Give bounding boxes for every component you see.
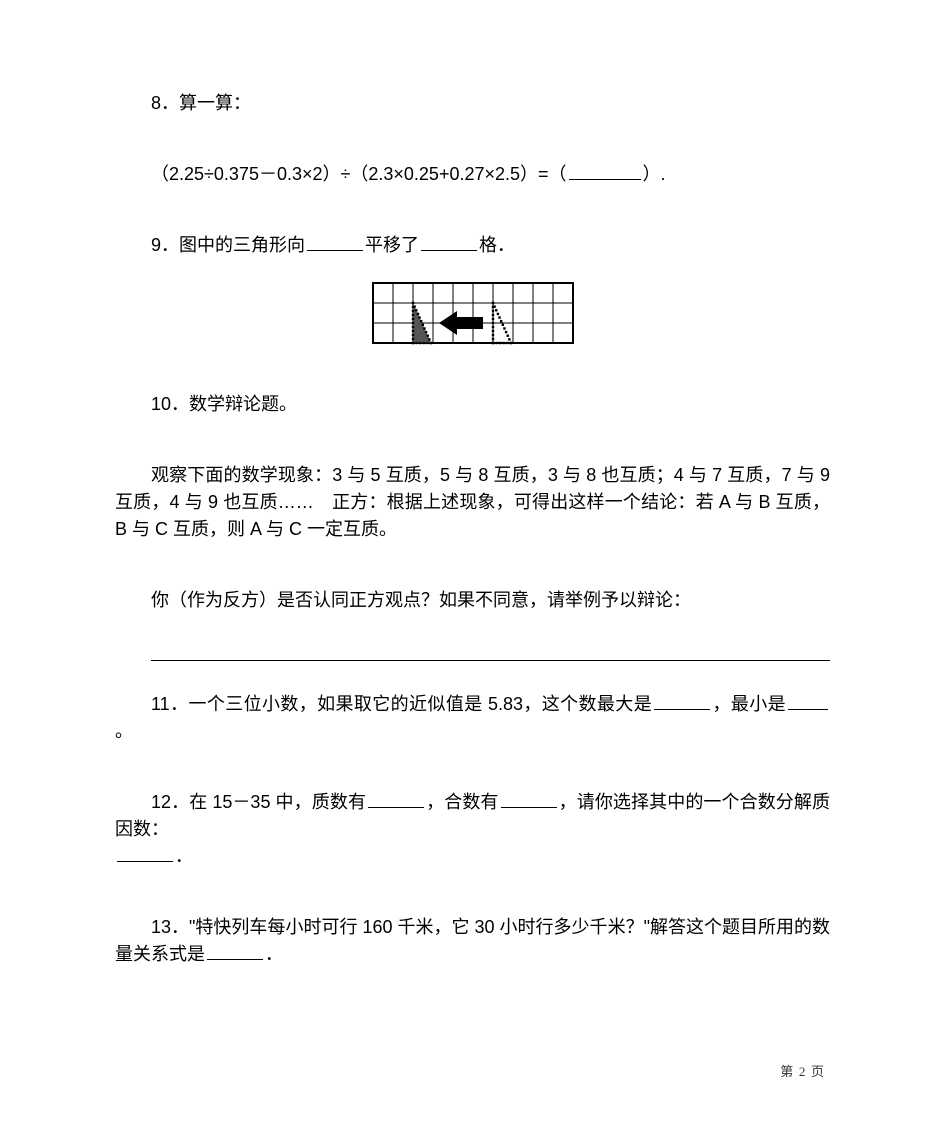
question-13: 13．"特快列车每小时可行 160 千米，它 30 小时行多少千米？"解答这个题… [115,914,830,968]
question-10-para: 观察下面的数学现象：3 与 5 互质，5 与 8 互质，3 与 8 也互质；4 … [115,462,830,543]
q8-blank [569,161,641,180]
question-10-label: 10．数学辩论题。 [115,391,830,418]
q12-d: ． [175,846,193,866]
q13-blank [207,941,263,960]
q9-blank-2 [421,232,477,251]
q12-blank-1 [368,789,424,808]
q13-b: ． [265,944,283,964]
q9-figure [115,281,830,353]
q9-blank-1 [307,232,363,251]
question-8: 8．算一算： [115,90,830,117]
q11-c: 。 [115,721,133,741]
q12-b: ，合数有 [426,792,499,812]
q11-blank-2 [788,691,828,710]
q9-text-b: 平移了 [365,235,419,255]
q9-text-a: 9．图中的三角形向 [151,235,305,255]
question-12: 12．在 15－35 中，质数有，合数有，请你选择其中的一个合数分解质因数： ． [115,789,830,870]
page-n: 2 [799,1064,807,1079]
q9-text-c: 格． [479,235,515,255]
q12-blank-2 [501,789,557,808]
q10-para: 观察下面的数学现象：3 与 5 互质，5 与 8 互质，3 与 8 也互质；4 … [115,465,830,539]
q8-expr-before: （2.25÷0.375－0.3×2）÷（2.3×0.25+0.27×2.5）=（ [151,164,567,184]
question-10-prompt: 你（作为反方）是否认同正方观点？如果不同意，请举例予以辩论： [115,587,830,614]
question-9: 9．图中的三角形向 平移了 格． [115,232,830,259]
q10-answer-line [151,632,830,661]
q8-expr-after: ）. [643,164,666,184]
grid-figure [371,281,575,345]
q8-label: 8．算一算： [151,93,251,113]
q10-prompt: 你（作为反方）是否认同正方观点？如果不同意，请举例予以辩论： [151,590,691,610]
q11-blank-1 [654,691,710,710]
q11-b: ，最小是 [712,694,786,714]
q12-blank-3 [117,843,173,862]
page-prefix: 第 [780,1064,794,1079]
q12-a: 12．在 15－35 中，质数有 [151,792,366,812]
question-11: 11．一个三位小数，如果取它的近似值是 5.83，这个数最大是 ，最小是。 [115,691,830,745]
q10-label: 10．数学辩论题。 [151,394,297,414]
question-8-expression: （2.25÷0.375－0.3×2）÷（2.3×0.25+0.27×2.5）=（… [115,161,830,188]
page-suffix: 页 [811,1064,825,1079]
q11-a: 11．一个三位小数，如果取它的近似值是 5.83，这个数最大是 [151,694,652,714]
page-number: 第 2 页 [780,1062,825,1082]
